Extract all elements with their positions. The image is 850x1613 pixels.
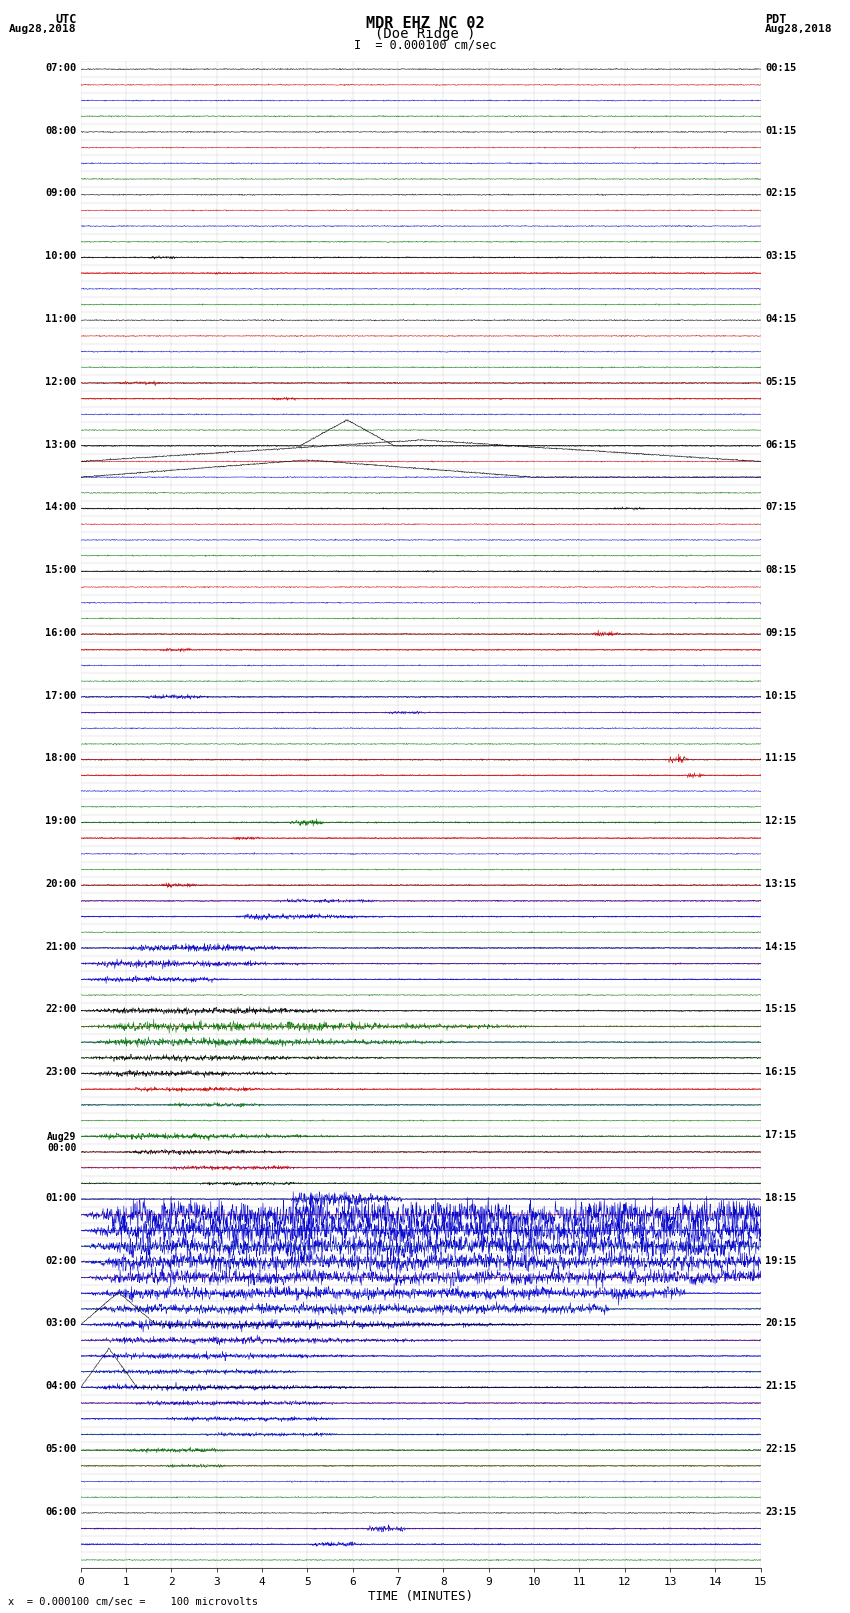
Text: 16:00: 16:00 bbox=[45, 627, 76, 637]
Text: 01:00: 01:00 bbox=[45, 1192, 76, 1203]
Text: 05:15: 05:15 bbox=[765, 377, 796, 387]
Text: 10:15: 10:15 bbox=[765, 690, 796, 700]
Text: (Doe Ridge ): (Doe Ridge ) bbox=[375, 27, 475, 42]
Text: 01:15: 01:15 bbox=[765, 126, 796, 135]
Text: 18:00: 18:00 bbox=[45, 753, 76, 763]
Text: 21:15: 21:15 bbox=[765, 1381, 796, 1390]
Text: 12:00: 12:00 bbox=[45, 377, 76, 387]
Text: 22:00: 22:00 bbox=[45, 1005, 76, 1015]
Text: 15:15: 15:15 bbox=[765, 1005, 796, 1015]
Text: 13:15: 13:15 bbox=[765, 879, 796, 889]
Text: 20:15: 20:15 bbox=[765, 1318, 796, 1329]
Text: 17:00: 17:00 bbox=[45, 690, 76, 700]
Text: 08:00: 08:00 bbox=[45, 126, 76, 135]
Text: 00:15: 00:15 bbox=[765, 63, 796, 73]
Text: 15:00: 15:00 bbox=[45, 565, 76, 576]
Text: 09:00: 09:00 bbox=[45, 189, 76, 198]
Text: 18:15: 18:15 bbox=[765, 1192, 796, 1203]
Text: PDT: PDT bbox=[765, 13, 786, 26]
Text: I  = 0.000100 cm/sec: I = 0.000100 cm/sec bbox=[354, 39, 496, 52]
Text: 16:15: 16:15 bbox=[765, 1068, 796, 1077]
Text: 04:00: 04:00 bbox=[45, 1381, 76, 1390]
Text: 05:00: 05:00 bbox=[45, 1444, 76, 1453]
Text: MDR EHZ NC 02: MDR EHZ NC 02 bbox=[366, 16, 484, 31]
Text: 06:15: 06:15 bbox=[765, 440, 796, 450]
Text: 19:00: 19:00 bbox=[45, 816, 76, 826]
Text: Aug29: Aug29 bbox=[47, 1132, 76, 1142]
Text: 22:15: 22:15 bbox=[765, 1444, 796, 1453]
Text: 12:15: 12:15 bbox=[765, 816, 796, 826]
Text: 14:00: 14:00 bbox=[45, 502, 76, 513]
Text: 07:15: 07:15 bbox=[765, 502, 796, 513]
Text: 11:00: 11:00 bbox=[45, 315, 76, 324]
Text: 17:15: 17:15 bbox=[765, 1131, 796, 1140]
Text: 23:15: 23:15 bbox=[765, 1507, 796, 1516]
Text: 06:00: 06:00 bbox=[45, 1507, 76, 1516]
Text: 09:15: 09:15 bbox=[765, 627, 796, 637]
Text: 04:15: 04:15 bbox=[765, 315, 796, 324]
Text: 03:00: 03:00 bbox=[45, 1318, 76, 1329]
Text: 02:00: 02:00 bbox=[45, 1255, 76, 1266]
Text: 00:00: 00:00 bbox=[47, 1144, 76, 1153]
Text: 23:00: 23:00 bbox=[45, 1068, 76, 1077]
Text: 13:00: 13:00 bbox=[45, 440, 76, 450]
Text: 11:15: 11:15 bbox=[765, 753, 796, 763]
Text: 07:00: 07:00 bbox=[45, 63, 76, 73]
Text: UTC: UTC bbox=[55, 13, 76, 26]
Text: Aug28,2018: Aug28,2018 bbox=[9, 24, 76, 34]
Text: 14:15: 14:15 bbox=[765, 942, 796, 952]
Text: 08:15: 08:15 bbox=[765, 565, 796, 576]
Text: 19:15: 19:15 bbox=[765, 1255, 796, 1266]
X-axis label: TIME (MINUTES): TIME (MINUTES) bbox=[368, 1590, 473, 1603]
Text: 21:00: 21:00 bbox=[45, 942, 76, 952]
Text: 02:15: 02:15 bbox=[765, 189, 796, 198]
Text: x  = 0.000100 cm/sec =    100 microvolts: x = 0.000100 cm/sec = 100 microvolts bbox=[8, 1597, 258, 1607]
Text: 20:00: 20:00 bbox=[45, 879, 76, 889]
Text: 03:15: 03:15 bbox=[765, 252, 796, 261]
Text: 10:00: 10:00 bbox=[45, 252, 76, 261]
Text: Aug28,2018: Aug28,2018 bbox=[765, 24, 832, 34]
